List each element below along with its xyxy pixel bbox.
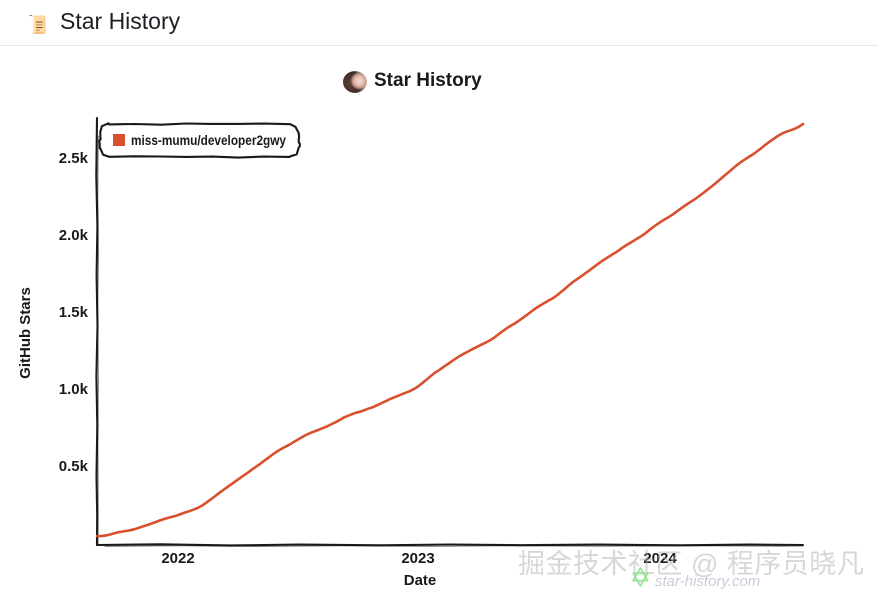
svg-text:miss-mumu/developer2gwy: miss-mumu/developer2gwy xyxy=(131,133,286,148)
svg-text:1.0k: 1.0k xyxy=(59,381,89,398)
svg-text:GitHub Stars: GitHub Stars xyxy=(17,287,34,379)
svg-text:2.5k: 2.5k xyxy=(59,150,89,167)
svg-text:star-history.com: star-history.com xyxy=(655,573,760,590)
svg-text:2022: 2022 xyxy=(161,550,194,567)
svg-text:Date: Date xyxy=(404,572,437,589)
svg-text:0.5k: 0.5k xyxy=(59,458,89,475)
svg-text:1.5k: 1.5k xyxy=(59,304,89,321)
svg-text:2.0k: 2.0k xyxy=(59,227,89,244)
svg-text:2023: 2023 xyxy=(401,550,434,567)
